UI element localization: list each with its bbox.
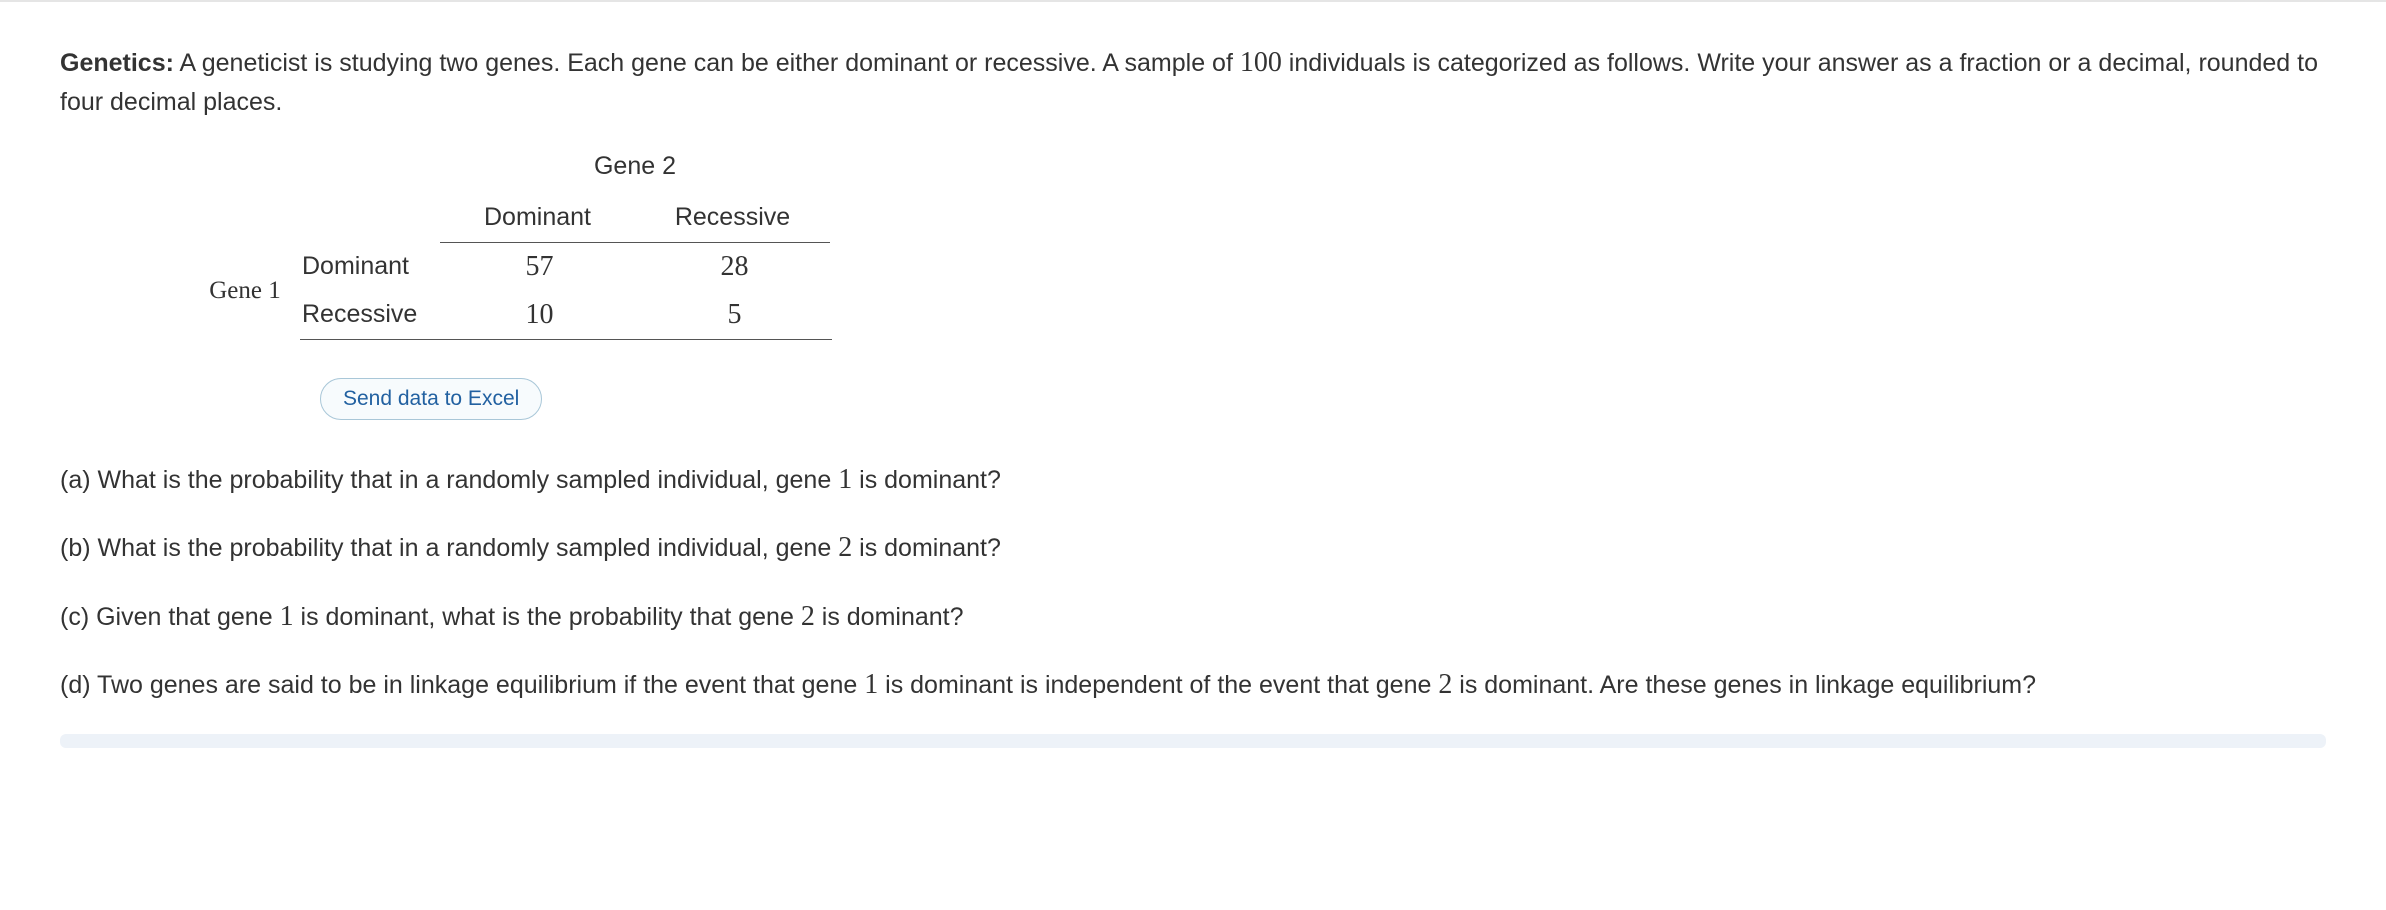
q-c-prefix: (c) Given that gene [60, 603, 280, 631]
q-c-num2: 2 [801, 601, 815, 632]
row-label-recessive: Recessive [300, 300, 442, 329]
col-header-recessive: Recessive [635, 203, 830, 232]
q-d-prefix: (d) Two genes are said to be in linkage … [60, 671, 864, 699]
table-cell: 5 [637, 299, 832, 331]
q-d-suffix: is dominant. Are these genes in linkage … [1452, 671, 2036, 699]
q-b-prefix: (b) What is the probability that in a ra… [60, 534, 838, 562]
questions-list: (a) What is the probability that in a ra… [60, 460, 2326, 706]
q-b-num: 2 [838, 532, 852, 563]
horizontal-scrollbar[interactable] [60, 734, 2326, 748]
q-c-suffix: is dominant? [815, 603, 964, 631]
q-c-mid: is dominant, what is the probability tha… [294, 603, 801, 631]
col-header-dominant: Dominant [440, 203, 635, 232]
column-headers: Dominant Recessive [440, 203, 830, 243]
send-to-excel-button[interactable]: Send data to Excel [320, 378, 542, 420]
q-c-num1: 1 [280, 601, 294, 632]
row-group-label: Gene 1 [190, 277, 300, 305]
data-table-region: Gene 2 Dominant Recessive Gene 1 Dominan… [190, 152, 2326, 420]
table-rows: Dominant 57 28 Recessive 10 5 [300, 243, 832, 340]
intro-sample-size: 100 [1240, 47, 1282, 78]
q-a-num: 1 [838, 464, 852, 495]
table-cell: 28 [637, 251, 832, 283]
table-body: Gene 1 Dominant 57 28 Recessive 10 5 [190, 243, 832, 340]
data-table: Gene 2 Dominant Recessive Gene 1 Dominan… [190, 152, 832, 340]
q-d-mid: is dominant is independent of the event … [878, 671, 1438, 699]
question-c: (c) Given that gene 1 is dominant, what … [60, 597, 2326, 638]
col-group-label: Gene 2 [440, 152, 830, 181]
intro-text-before: A geneticist is studying two genes. Each… [174, 49, 1240, 77]
intro-paragraph: Genetics: A geneticist is studying two g… [60, 42, 2326, 122]
q-a-suffix: is dominant? [852, 466, 1001, 494]
row-label-dominant: Dominant [300, 252, 442, 281]
q-d-num1: 1 [864, 669, 878, 700]
q-b-suffix: is dominant? [852, 534, 1001, 562]
table-row: Dominant 57 28 [300, 243, 832, 291]
table-cell: 10 [442, 299, 637, 331]
table-cell: 57 [442, 251, 637, 283]
page-container: Genetics: A geneticist is studying two g… [0, 0, 2386, 778]
table-row: Recessive 10 5 [300, 291, 832, 339]
question-d: (d) Two genes are said to be in linkage … [60, 665, 2326, 706]
question-a: (a) What is the probability that in a ra… [60, 460, 2326, 501]
q-d-num2: 2 [1438, 669, 1452, 700]
intro-label: Genetics: [60, 49, 174, 77]
q-a-prefix: (a) What is the probability that in a ra… [60, 466, 838, 494]
question-b: (b) What is the probability that in a ra… [60, 528, 2326, 569]
